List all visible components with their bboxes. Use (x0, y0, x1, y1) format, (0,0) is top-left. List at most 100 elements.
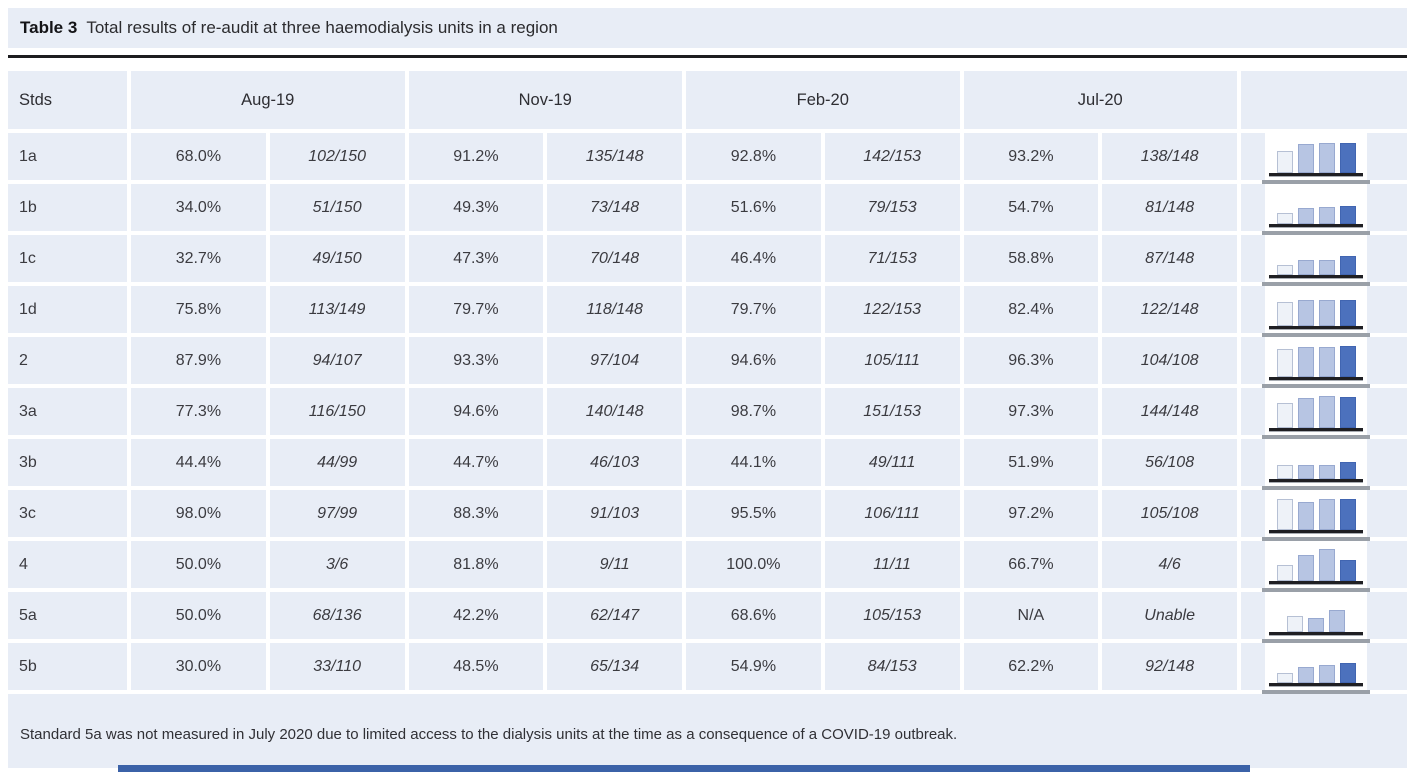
sparkline-box (1265, 286, 1367, 333)
sparkline-bar (1339, 499, 1356, 530)
cell-percentage: 48.5% (408, 643, 544, 690)
cell-fraction: 135/148 (547, 133, 682, 180)
sparkline-bar (1339, 300, 1356, 326)
sparkline-bar (1318, 143, 1335, 173)
sparkline-cell (1241, 235, 1407, 286)
cell-percentage: 75.8% (131, 286, 266, 333)
cell-fraction: 122/148 (1102, 286, 1237, 333)
sparkline-baseline (1269, 479, 1363, 482)
cell-fraction: Unable (1102, 592, 1237, 639)
title-divider (8, 55, 1407, 58)
cell-fraction: 97/104 (547, 337, 682, 384)
cell-fraction: 56/108 (1102, 439, 1237, 486)
cell-fraction: 97/99 (269, 490, 405, 537)
cell-percentage: 95.5% (686, 490, 821, 537)
sparkline-bar (1318, 396, 1335, 428)
cell-percentage: 44.7% (408, 439, 544, 486)
sparkline-bar (1276, 499, 1293, 530)
cell-fraction: 46/103 (547, 439, 682, 486)
sparkline-bar (1318, 300, 1335, 326)
sparkline-bar (1339, 256, 1356, 275)
sparkline-bar (1318, 665, 1335, 683)
cell-fraction: 51/150 (269, 184, 405, 231)
cell-fraction: 116/150 (269, 388, 405, 435)
cell-percentage: 97.2% (963, 490, 1099, 537)
sparkline-bar (1297, 260, 1314, 275)
cell-fraction: 102/150 (269, 133, 405, 180)
cell-fraction: 11/11 (824, 541, 960, 588)
sparkline-bar (1297, 555, 1314, 581)
sparkline-bars (1265, 663, 1367, 683)
sparkline-cell (1241, 643, 1407, 694)
cell-percentage: 68.0% (131, 133, 266, 180)
column-header-feb20: Feb-20 (686, 71, 960, 129)
sparkline-bar (1276, 465, 1293, 479)
cell-percentage: 51.9% (963, 439, 1099, 486)
cell-fraction: 68/136 (269, 592, 405, 639)
cell-percentage: 94.6% (408, 388, 544, 435)
cell-percentage: 94.6% (686, 337, 821, 384)
cell-fraction: 105/153 (824, 592, 960, 639)
cell-fraction: 140/148 (547, 388, 682, 435)
sparkline-box (1265, 439, 1367, 486)
cell-percentage: 51.6% (686, 184, 821, 231)
sparkline-bar (1287, 616, 1303, 632)
sparkline-bar (1297, 667, 1314, 683)
sparkline-bar (1276, 213, 1293, 224)
sparkline-bars (1265, 206, 1367, 224)
cell-percentage: 93.3% (408, 337, 544, 384)
sparkline-baseline (1269, 581, 1363, 584)
results-table: Stds Aug-19 Nov-19 Feb-20 Jul-20 1a 68.0%… (8, 71, 1407, 768)
sparkline-baseline (1269, 377, 1363, 380)
sparkline-box (1265, 133, 1367, 180)
row-label-1b: 1b (8, 184, 127, 231)
sparkline-bar (1297, 347, 1314, 377)
sparkline-bars (1265, 346, 1367, 377)
sparkline-baseline (1269, 326, 1363, 329)
row-label-3c: 3c (8, 490, 127, 537)
sparkline-baseline (1269, 632, 1363, 635)
sparkline-box (1265, 592, 1367, 639)
sparkline-bar (1276, 302, 1293, 326)
row-label-1c: 1c (8, 235, 127, 282)
sparkline-bar (1297, 502, 1314, 530)
cell-percentage: 47.3% (408, 235, 544, 282)
sparkline-bar (1318, 347, 1335, 377)
sparkline-baseline (1269, 683, 1363, 686)
cell-fraction: 118/148 (547, 286, 682, 333)
cell-fraction: 44/99 (269, 439, 405, 486)
sparkline-bar (1276, 349, 1293, 377)
table-title: Total results of re-audit at three haemo… (86, 18, 558, 37)
sparkline-cell (1241, 184, 1407, 235)
cell-percentage: 54.7% (963, 184, 1099, 231)
sparkline-baseline (1269, 224, 1363, 227)
sparkline-baseline (1269, 428, 1363, 431)
sparkline-cell (1241, 592, 1407, 643)
sparkline-bar (1339, 346, 1356, 377)
sparkline-bar (1276, 673, 1293, 683)
cell-percentage: 58.8% (963, 235, 1099, 282)
cell-percentage: 30.0% (131, 643, 266, 690)
cell-fraction: 106/111 (824, 490, 960, 537)
sparkline-bar (1308, 618, 1324, 632)
cell-percentage: 81.8% (408, 541, 544, 588)
sparkline-baseline (1269, 173, 1363, 176)
sparkline-column-header (1241, 71, 1407, 129)
sparkline-bar (1329, 610, 1345, 632)
row-label-4: 4 (8, 541, 127, 588)
sparkline-bars (1265, 499, 1367, 530)
cell-fraction: 104/108 (1102, 337, 1237, 384)
sparkline-bar (1297, 398, 1314, 428)
cell-percentage: 46.4% (686, 235, 821, 282)
cell-fraction: 91/103 (547, 490, 682, 537)
sparkline-bars (1265, 256, 1367, 275)
cell-fraction: 71/153 (824, 235, 960, 282)
cell-percentage: 93.2% (963, 133, 1099, 180)
cell-percentage: 54.9% (686, 643, 821, 690)
cell-percentage: 42.2% (408, 592, 544, 639)
cell-fraction: 144/148 (1102, 388, 1237, 435)
sparkline-bar (1276, 403, 1293, 428)
sparkline-bar (1318, 499, 1335, 530)
cell-percentage: 96.3% (963, 337, 1099, 384)
